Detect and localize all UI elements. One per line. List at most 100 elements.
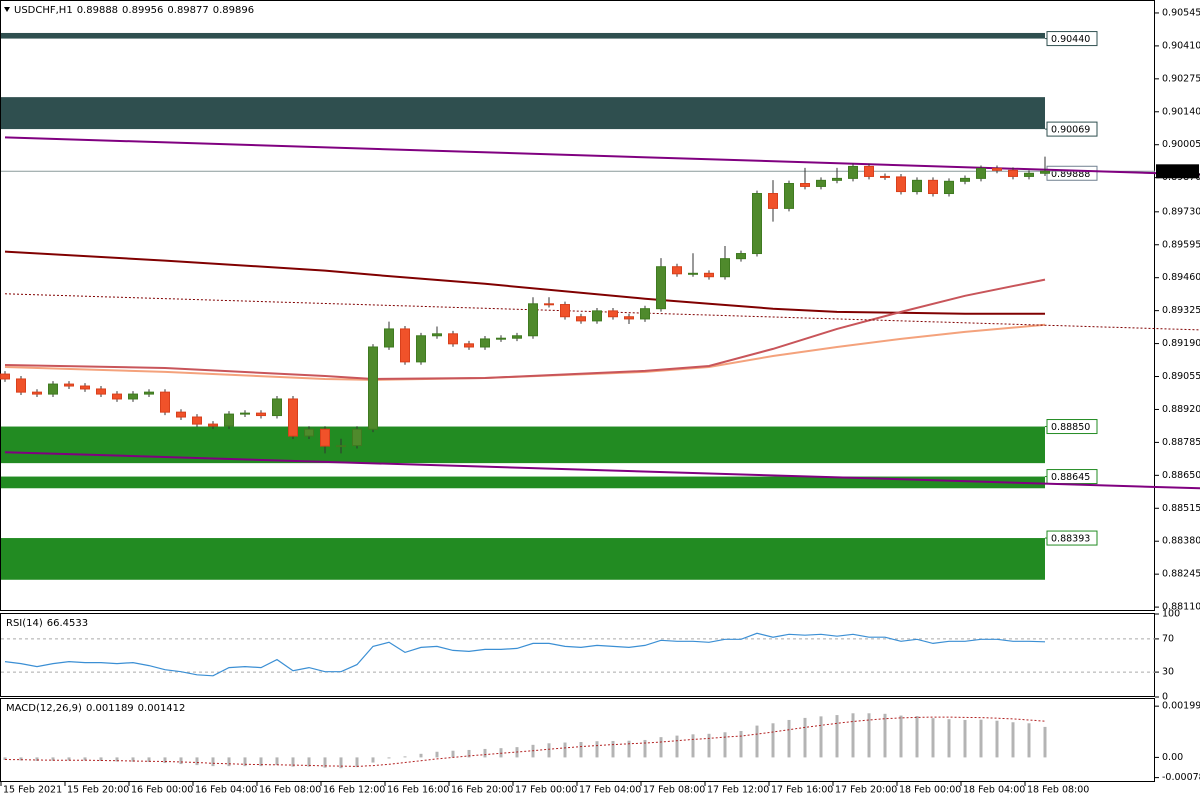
macd-panel (0, 698, 1155, 782)
header-value: 0.89956 (122, 5, 163, 16)
histogram-bar (1043, 726, 1047, 758)
indicator-value: 66.4533 (47, 618, 88, 629)
rsi-panel (0, 613, 1155, 697)
indicator-value: 0.001412 (138, 703, 186, 714)
y-tick-label: 30 (1162, 667, 1174, 678)
candle-body (720, 258, 730, 278)
x-tick-label: 16 Feb 08:00 (259, 785, 321, 796)
candle-body (96, 388, 106, 395)
y-tick-label: 0.88380 (1162, 536, 1200, 547)
candle-body (800, 183, 810, 187)
candle-body (448, 333, 458, 345)
x-tick-label: 15 Feb 2021 (3, 785, 62, 796)
histogram-bar (179, 757, 183, 765)
candle-body (768, 193, 778, 209)
bid-tag-label: 0.89896 (1159, 167, 1198, 178)
candle-body (432, 333, 442, 337)
candle-body (112, 393, 122, 400)
histogram-bar (947, 719, 951, 758)
indicator-line (4, 293, 1200, 331)
histogram-bar (275, 757, 279, 766)
candle-body (416, 335, 426, 363)
level-tag-label: 0.88393 (1051, 534, 1090, 545)
rsi-line (4, 632, 1046, 677)
candle-body (592, 310, 602, 322)
histogram-bar (995, 720, 999, 758)
candle-body (832, 177, 842, 181)
y-tick-label: 0 (1162, 692, 1168, 703)
candle-body (16, 378, 26, 393)
candle-body (352, 428, 362, 447)
candle-body (704, 272, 714, 278)
histogram-bar (323, 757, 327, 768)
histogram-bar (579, 742, 583, 758)
histogram-bar (1027, 723, 1031, 758)
y-tick-label: 0.89055 (1162, 371, 1200, 382)
y-tick-label: 0.90545 (1162, 7, 1200, 18)
candle-body (368, 346, 378, 430)
candle-body (736, 253, 746, 260)
indicator-value: 0.001189 (86, 703, 134, 714)
candle-body (896, 176, 906, 193)
header-value: 0.89888 (77, 5, 118, 16)
histogram-bar (147, 757, 151, 763)
zone (1, 32, 1045, 39)
candle-body (560, 304, 570, 318)
level-tag (1046, 419, 1098, 435)
candle-body (912, 179, 922, 193)
x-tick-label: 17 Feb 20:00 (835, 785, 897, 796)
candle-body (496, 337, 506, 340)
histogram-bar (355, 757, 359, 768)
histogram-bar (835, 715, 839, 758)
candle-body (128, 393, 138, 400)
x-tick-label: 18 Feb 00:00 (899, 785, 961, 796)
candle-body (512, 335, 522, 339)
level-tag (1046, 31, 1098, 47)
histogram-bar (211, 757, 215, 767)
candle-body (48, 383, 58, 395)
histogram-bar (755, 725, 759, 758)
candle-body (848, 165, 858, 179)
bid-tag (1156, 164, 1199, 179)
histogram-bar (499, 748, 503, 758)
indicator-line (4, 278, 1046, 381)
x-tick-label: 18 Feb 08:00 (1027, 785, 1089, 796)
y-tick-label: 0.88920 (1162, 404, 1200, 415)
histogram-bar (851, 713, 855, 758)
x-tick-label: 17 Feb 04:00 (579, 785, 641, 796)
histogram-bar (803, 717, 807, 758)
level-tag-label: 0.90440 (1051, 34, 1090, 45)
y-tick-label: 0.90005 (1162, 139, 1200, 150)
level-tag (1046, 530, 1098, 546)
y-tick-label: 0.88650 (1162, 470, 1200, 481)
y-tick-label: 0.89730 (1162, 206, 1200, 217)
zone (1, 97, 1045, 130)
candle-body (384, 328, 394, 348)
level-tag (1046, 121, 1098, 137)
candle-body (464, 343, 474, 348)
x-tick-label: 15 Feb 20:00 (67, 785, 129, 796)
symbol-title: USDCHF,H1 (14, 5, 73, 16)
histogram-bar (787, 719, 791, 758)
histogram-bar (227, 757, 231, 767)
histogram-bar (115, 757, 119, 762)
header-value: 0.89877 (167, 5, 208, 16)
chart-header: USDCHF,H1 0.89888 0.89956 0.89877 0.89896 (14, 5, 254, 16)
candle-body (784, 183, 794, 209)
candle-body (544, 303, 554, 306)
candle-body (288, 398, 298, 437)
candle-body (880, 175, 890, 178)
indicator-name: MACD(12,26,9) (6, 703, 82, 714)
candle-body (528, 303, 538, 337)
candle-body (976, 167, 986, 179)
histogram-bar (771, 723, 775, 758)
level-tag-label: 0.89888 (1051, 169, 1090, 180)
candle-body (816, 179, 826, 187)
zone (1, 538, 1045, 580)
y-tick-label: 0.88245 (1162, 569, 1200, 580)
indicator-title: RSI(14) 66.4533 (6, 618, 88, 629)
y-tick-label: 100 (1162, 609, 1180, 620)
candle-body (400, 328, 410, 363)
histogram-bar (723, 732, 727, 758)
candle-body (752, 193, 762, 255)
